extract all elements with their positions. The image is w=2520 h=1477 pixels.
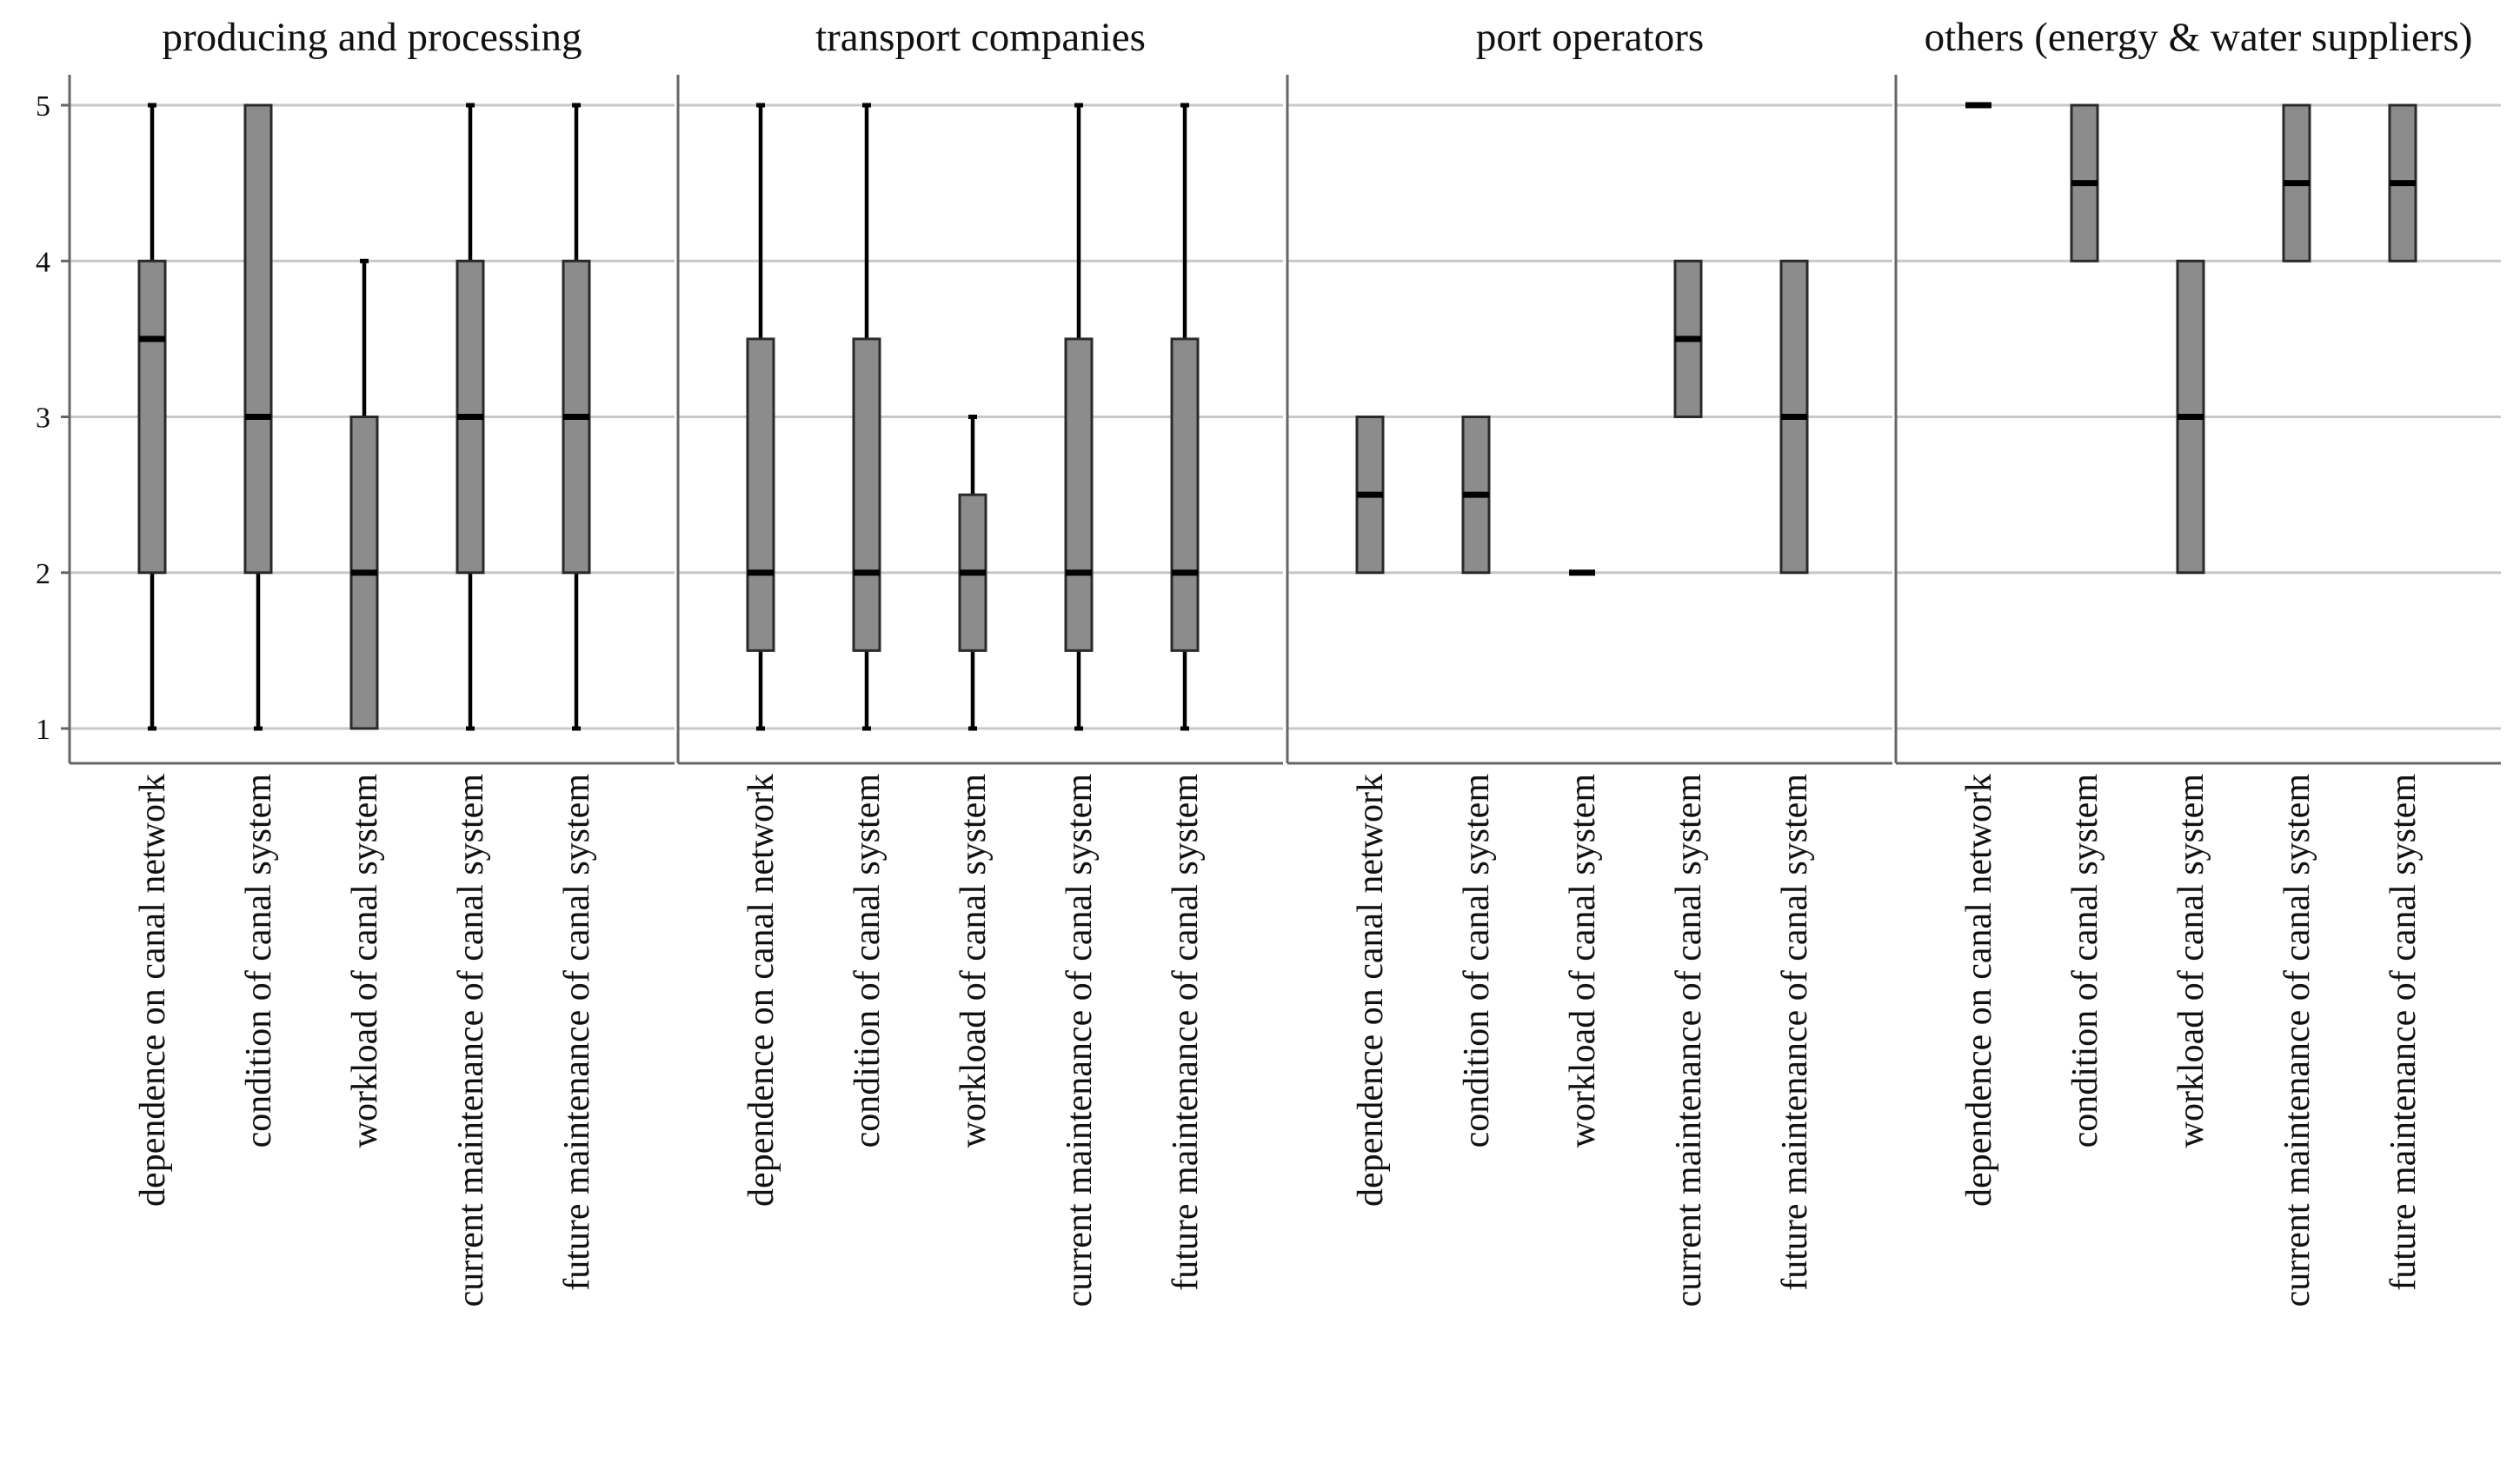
panel-3-title: port operators — [1476, 15, 1704, 60]
panel-4-category-label-5: future maintenance of canal system — [2384, 774, 2424, 1291]
panel-2-box-5-iqr — [1170, 337, 1200, 652]
panel-4-title: others (energy & water suppliers) — [1925, 15, 2473, 60]
panel-2-title: transport companies — [815, 15, 1146, 60]
panel-4-category-label-2: condition of canal system — [2065, 774, 2105, 1148]
panel-1-category-label-3: workload of canal system — [345, 774, 385, 1148]
panel-3-category-label-2: condition of canal system — [1457, 774, 1497, 1148]
panel-2-box-1-iqr — [746, 337, 775, 652]
panel-4-category-label-4: current maintenance of canal system — [2277, 774, 2317, 1307]
y-tick-label-4: 4 — [36, 246, 50, 278]
panel-3-category-label-1: dependence on canal network — [1351, 774, 1391, 1207]
panel-1-category-label-5: future maintenance of canal system — [557, 774, 597, 1291]
y-tick-label-1: 1 — [36, 714, 50, 746]
y-tick-label-3: 3 — [36, 403, 50, 435]
panel-2-category-label-3: workload of canal system — [954, 774, 994, 1148]
panel-2-category-label-2: condition of canal system — [848, 774, 888, 1148]
panel-2-category-label-5: future maintenance of canal system — [1166, 774, 1206, 1291]
panel-2-category-label-4: current maintenance of canal system — [1060, 774, 1100, 1307]
panel-4-category-label-1: dependence on canal network — [1959, 774, 1999, 1207]
panel-2-box-4-iqr — [1064, 337, 1094, 652]
panel-3-category-label-3: workload of canal system — [1563, 774, 1603, 1148]
panel-2-box-2-iqr — [852, 337, 881, 652]
panel-2-category-label-1: dependence on canal network — [741, 774, 781, 1207]
panel-4-category-label-3: workload of canal system — [2171, 774, 2211, 1148]
y-tick-label-2: 2 — [36, 558, 50, 590]
y-tick-label-5: 5 — [36, 90, 50, 123]
panel-1-title: producing and processing — [163, 15, 582, 60]
panel-1-category-label-1: dependence on canal network — [133, 774, 173, 1207]
panel-3-category-label-5: future maintenance of canal system — [1775, 774, 1815, 1291]
panel-1-category-label-4: current maintenance of canal system — [451, 774, 491, 1307]
panel-3-category-label-4: current maintenance of canal system — [1669, 774, 1709, 1307]
panel-1-box-1-iqr — [137, 259, 167, 575]
panel-1-box-2-iqr — [243, 103, 273, 575]
panel-1-category-label-2: condition of canal system — [239, 774, 279, 1148]
